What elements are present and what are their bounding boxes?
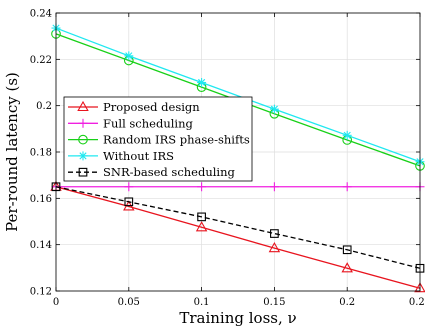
legend-entry: Proposed design xyxy=(68,100,200,114)
plus-marker xyxy=(124,182,134,192)
y-tick-label: 0.16 xyxy=(30,194,52,205)
circle-marker xyxy=(78,134,88,145)
legend-entry: Full scheduling xyxy=(68,116,193,130)
plus-marker xyxy=(342,182,352,192)
square-marker xyxy=(342,245,352,255)
legend-label: Full scheduling xyxy=(103,116,193,130)
square-marker xyxy=(78,167,88,177)
x-tick-label: 0.05 xyxy=(118,297,140,308)
y-tick-label: 0.14 xyxy=(30,240,52,251)
asterisk-stroke xyxy=(79,152,87,160)
triangle-marker xyxy=(414,282,425,293)
asterisk-marker xyxy=(124,51,134,61)
x-tick-label: 0.15 xyxy=(263,297,285,308)
asterisk-marker xyxy=(197,78,207,87)
triangle-marker xyxy=(77,100,89,112)
y-axis-label: Per-round latency (s) xyxy=(3,72,21,232)
triangle-marker xyxy=(341,262,353,273)
square-marker xyxy=(124,197,134,207)
legend-label: Proposed design xyxy=(103,100,200,114)
x-tick-label: 0.25 xyxy=(409,297,425,308)
series-line xyxy=(55,186,421,269)
series-line xyxy=(55,27,421,163)
asterisk-stroke xyxy=(343,131,351,139)
x-tick-label: 0 xyxy=(53,297,59,308)
y-tick-label: 0.2 xyxy=(36,101,52,112)
asterisk-stroke xyxy=(125,52,133,60)
legend-entry: Without IRS xyxy=(68,149,174,163)
y-tick-label: 0.22 xyxy=(30,55,52,66)
legend: Proposed design Full scheduling Random IRS… xyxy=(63,96,253,182)
legend-entry: Random IRS phase-shifts xyxy=(68,133,250,147)
series-without-irs xyxy=(51,23,425,167)
asterisk-stroke xyxy=(270,105,278,113)
triangle-marker xyxy=(195,221,208,232)
asterisk-marker xyxy=(78,151,88,161)
plus-marker xyxy=(78,118,88,128)
triangle-marker xyxy=(268,242,281,253)
asterisk-stroke xyxy=(198,78,206,87)
plus-marker xyxy=(269,182,279,192)
x-axis-label: Training loss, ν xyxy=(179,309,296,327)
asterisk-marker xyxy=(342,130,352,140)
asterisk-marker xyxy=(269,104,279,114)
y-tick-label: 0.12 xyxy=(30,287,52,298)
plus-marker xyxy=(197,182,207,192)
square-marker xyxy=(197,212,206,222)
legend-label: SNR-based scheduling xyxy=(103,165,236,179)
legend-label: Without IRS xyxy=(103,149,174,163)
square-marker xyxy=(270,229,279,238)
x-tick-label: 0.2 xyxy=(339,297,355,308)
series-line xyxy=(55,186,421,289)
x-tick-label: 0.1 xyxy=(194,297,210,308)
legend-entry: SNR-based scheduling xyxy=(68,165,236,179)
tick-layer: 0 0.05 0.1 0.15 0.2 0.25 0.12 0.14 0.16 0.18 0.2 0.… xyxy=(30,9,425,309)
y-tick-label: 0.24 xyxy=(30,9,52,20)
y-tick-label: 0.18 xyxy=(30,148,52,159)
legend-label: Random IRS phase-shifts xyxy=(103,133,250,147)
